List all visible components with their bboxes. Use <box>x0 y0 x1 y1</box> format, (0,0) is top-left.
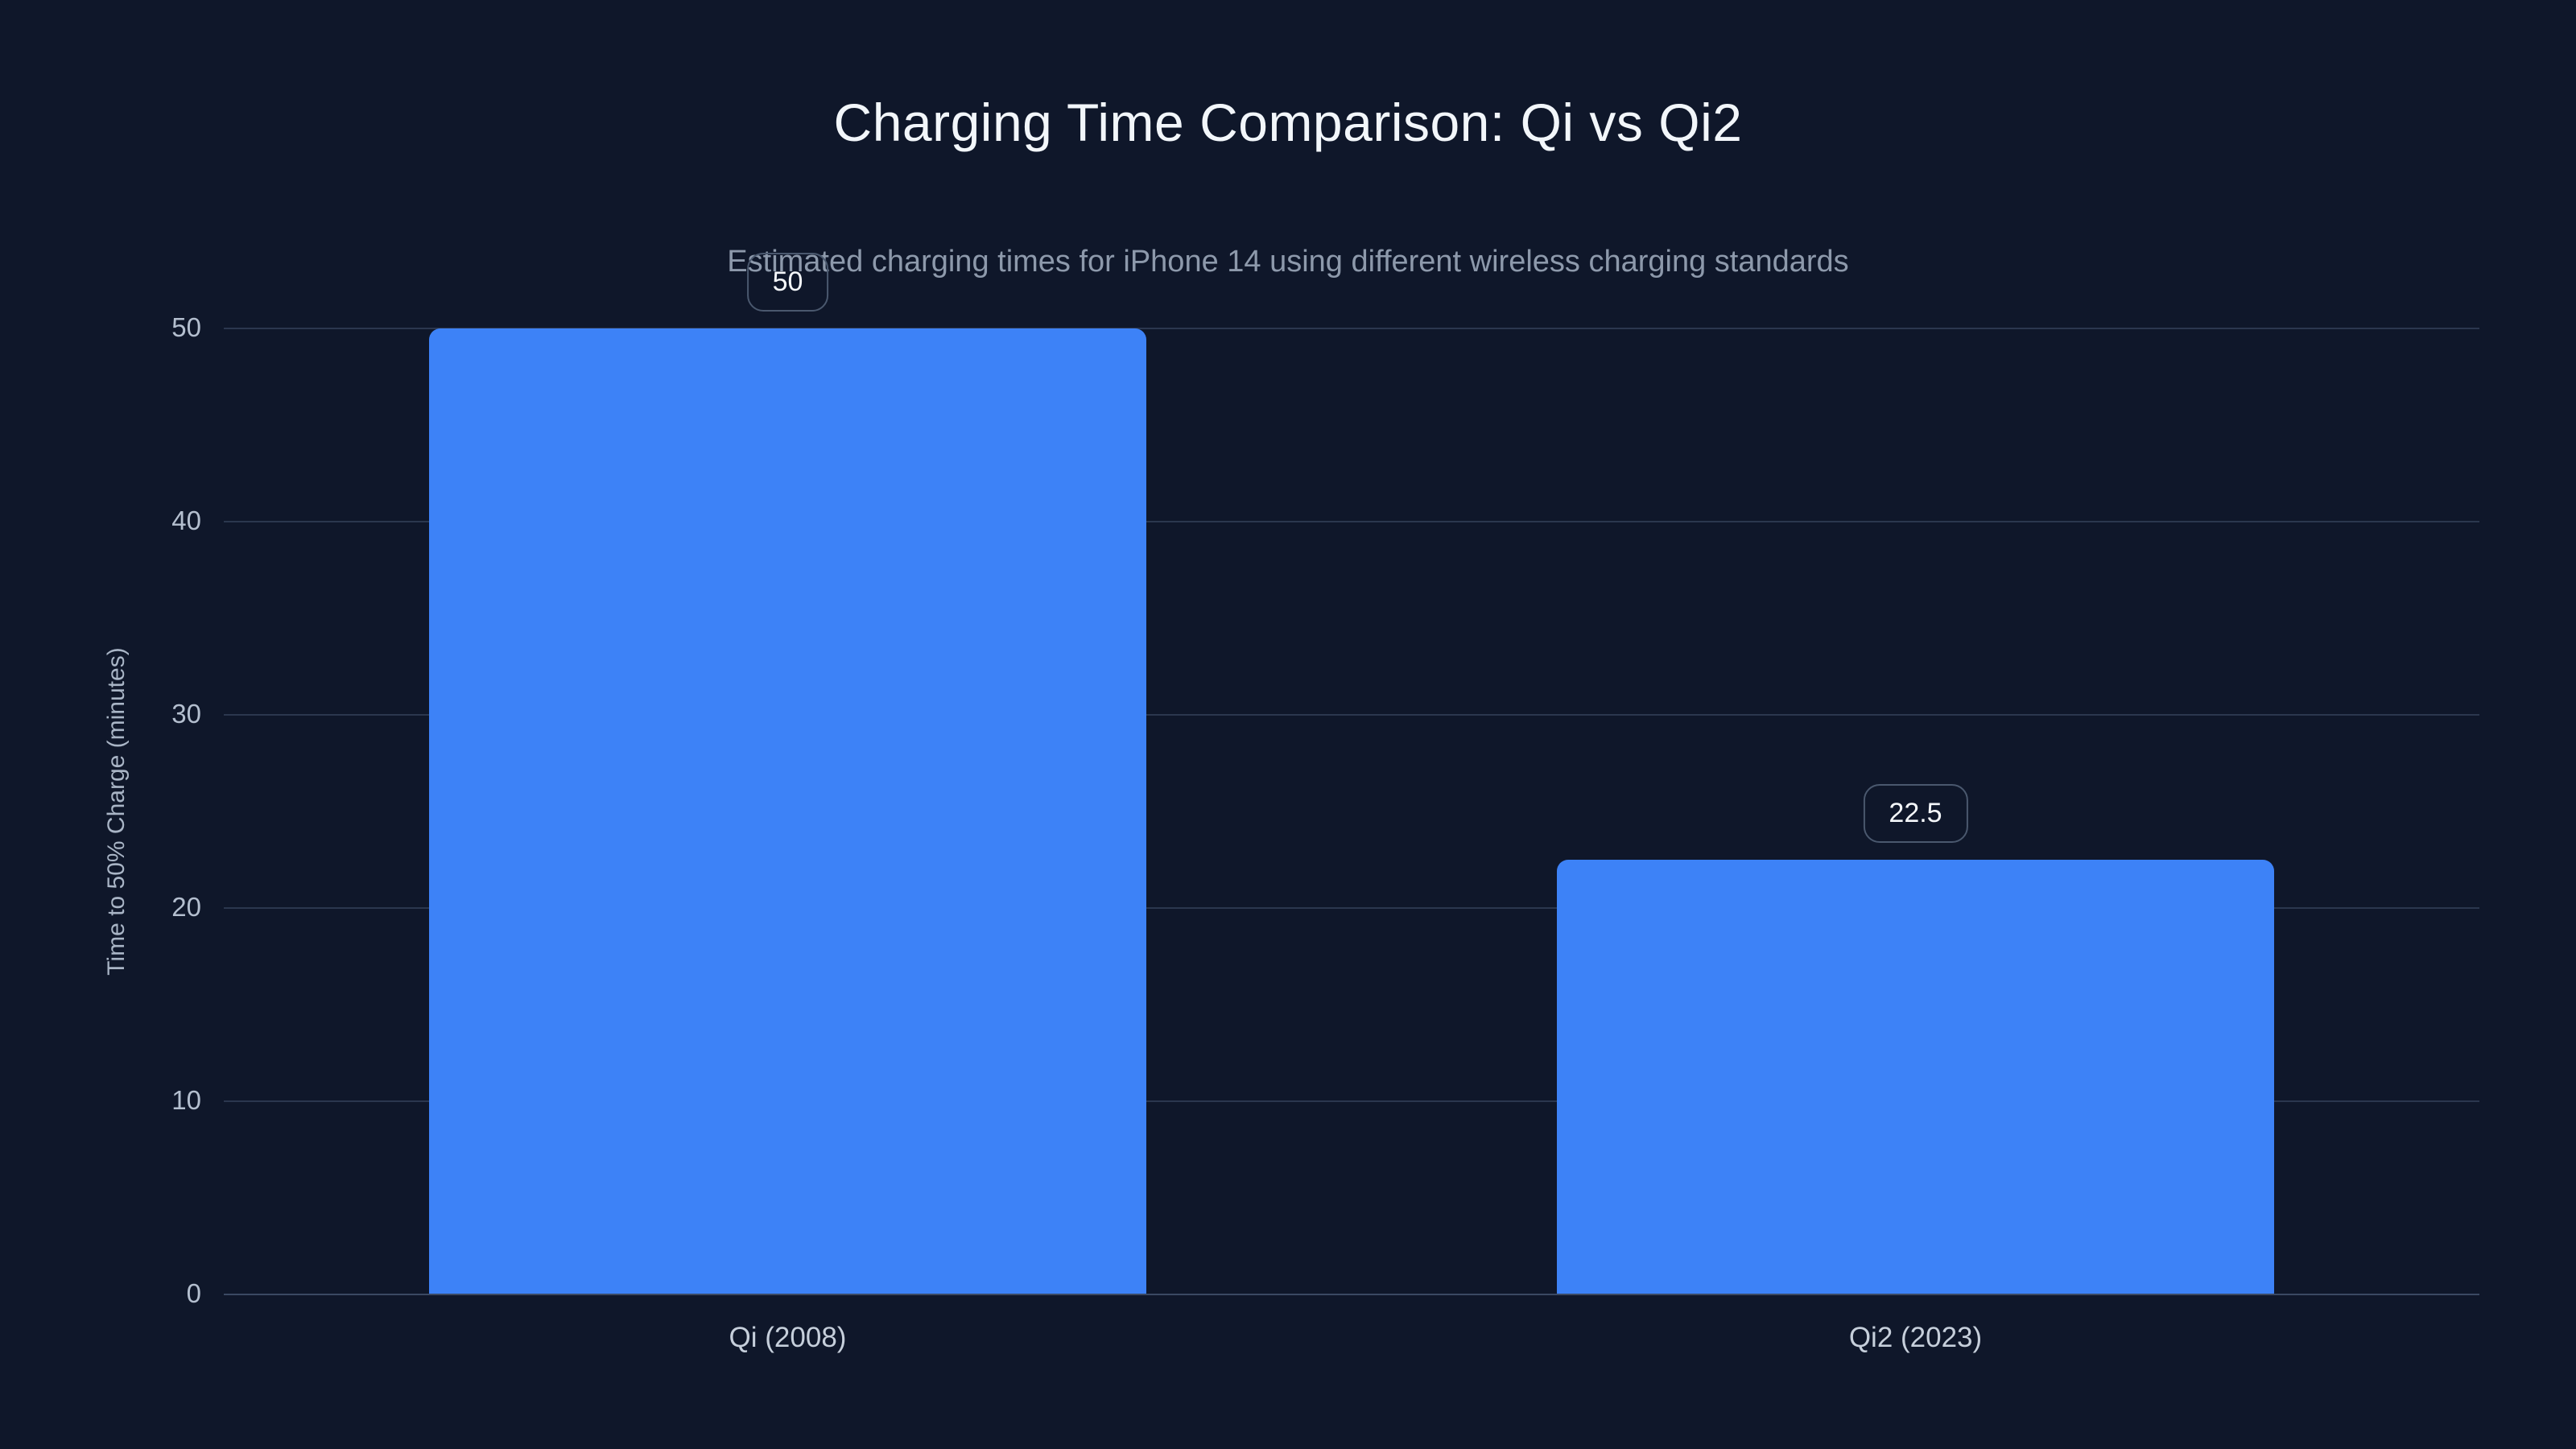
x-axis-label: Qi (2008) <box>729 1322 847 1353</box>
x-axis-label: Qi2 (2023) <box>1848 1322 1983 1353</box>
bar-qi-2008[interactable] <box>429 328 1146 1294</box>
y-tick-label: 50 <box>171 312 201 343</box>
value-badge: 22.5 <box>1863 783 1968 843</box>
gridline <box>224 328 2479 329</box>
bar-qi2-2023[interactable] <box>1557 860 2274 1294</box>
y-tick-label: 10 <box>171 1085 201 1116</box>
value-badge: 50 <box>746 252 829 312</box>
gridline <box>224 714 2479 716</box>
y-tick-label: 20 <box>171 892 201 923</box>
y-tick-label: 0 <box>186 1278 201 1309</box>
y-tick-label: 30 <box>171 699 201 729</box>
chart-subtitle: Estimated charging times for iPhone 14 u… <box>727 245 1849 279</box>
gridline <box>224 521 2479 522</box>
x-axis-line <box>224 1294 2479 1295</box>
gridline <box>224 1100 2479 1102</box>
gridline <box>224 907 2479 909</box>
chart-title: Charging Time Comparison: Qi vs Qi2 <box>833 93 1743 152</box>
y-tick-label: 40 <box>171 506 201 536</box>
y-axis-title: Time to 50% Charge (minutes) <box>103 647 130 976</box>
